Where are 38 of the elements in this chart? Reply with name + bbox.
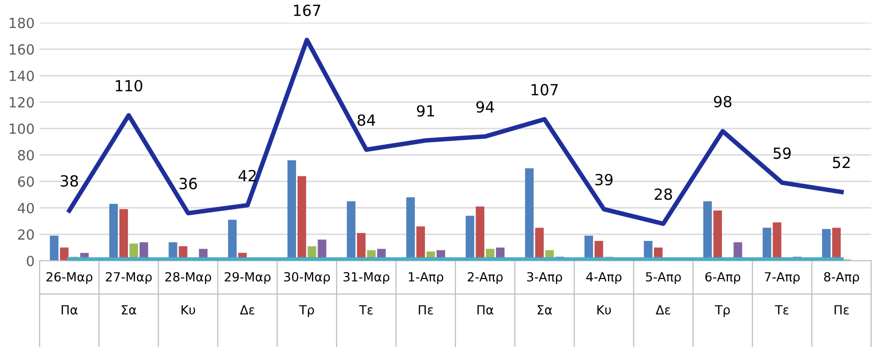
data-label: 110 (116, 80, 142, 92)
data-label: 59 (774, 147, 791, 159)
data-label: 107 (532, 84, 558, 96)
y-tick-label: 20 (18, 229, 34, 240)
data-label: 94 (476, 101, 494, 113)
data-label: 36 (180, 178, 197, 190)
data-label: 84 (358, 114, 376, 126)
data-label: 38 (60, 175, 78, 187)
y-tick-label: 100 (10, 123, 34, 134)
category-label: 28-Μαρ Κυ (165, 272, 212, 315)
y-tick-label: 0 (26, 256, 34, 266)
category-label: 31-Μαρ Τε (344, 272, 390, 315)
category-label: 3-Απρ Σα (527, 272, 562, 315)
data-label: 39 (595, 174, 613, 186)
category-label: 26-Μαρ Πα (46, 272, 92, 315)
data-label: 91 (416, 105, 434, 117)
category-label: 7-Απρ Τε (764, 272, 800, 315)
data-label: 98 (714, 96, 732, 108)
y-tick-label: 60 (18, 176, 34, 187)
y-tick-label: 40 (18, 202, 34, 214)
data-label: 167 (294, 4, 320, 16)
category-label: 1-Απρ Πε (408, 272, 444, 315)
category-label: 2-Απρ Πα (468, 272, 503, 315)
data-label: 52 (832, 156, 850, 168)
category-label: 5-Απρ Δε (646, 272, 681, 315)
y-tick-label: 120 (10, 97, 34, 108)
y-tick-label: 80 (18, 150, 34, 160)
y-tick-label: 140 (10, 70, 34, 82)
y-tick-label: 180 (10, 18, 34, 28)
data-label: 42 (238, 170, 256, 182)
category-label: 8-Απρ Πε (824, 272, 860, 315)
y-tick-label: 160 (10, 44, 34, 55)
data-label: 28 (654, 188, 672, 200)
category-label: 4-Απρ Κυ (586, 272, 622, 315)
category-label: 30-Μαρ Τρ (284, 272, 330, 317)
category-label: 29-Μαρ Δε (224, 272, 271, 315)
category-label: 27-Μαρ Σα (106, 272, 152, 315)
category-label: 6-Απρ Τρ (705, 272, 740, 317)
